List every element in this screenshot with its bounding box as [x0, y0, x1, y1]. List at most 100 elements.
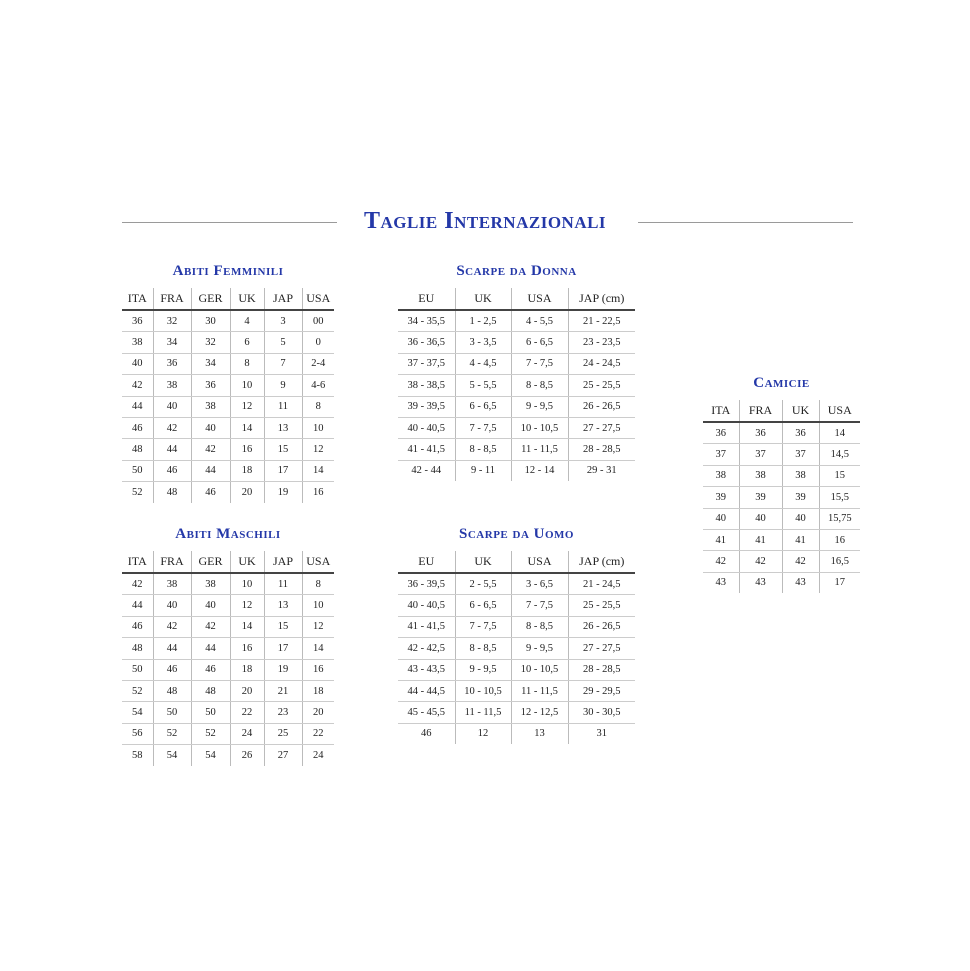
table-cell: 36 [738, 422, 782, 445]
table-cell: 15 [263, 438, 302, 461]
table-cell: 18 [229, 460, 264, 483]
size-table: EU UK USA JAP (cm) 34 - 35,5 1 - 2,5 4 - 5,5 21… [398, 288, 635, 482]
table-row: 50 46 46 18 19 16 [122, 659, 334, 681]
table-row: 43 - 43,5 9 - 9,5 10 - 10,5 28 - 28,5 [398, 659, 635, 681]
table-cell: 10 [301, 417, 334, 440]
table-cell: 8 - 8,5 [454, 438, 511, 461]
table-cell: 13 [510, 723, 568, 745]
table-cell: 10 [301, 594, 334, 617]
table-row: 34 - 35,5 1 - 2,5 4 - 5,5 21 - 22,5 [398, 310, 635, 333]
column-header: USA [510, 288, 568, 311]
table-cell: 38 [152, 374, 191, 397]
table-row: 37 37 37 14,5 [703, 443, 860, 466]
table-cell: 7 - 7,5 [454, 616, 511, 639]
table-cell: 8 - 8,5 [510, 374, 568, 397]
table-cell: 36 - 36,5 [398, 331, 455, 354]
table-cell: 11 - 11,5 [454, 701, 511, 724]
table-cell: 52 [190, 723, 230, 746]
table-cell: 22 [301, 723, 334, 746]
table-row: 43 43 43 17 [703, 572, 860, 594]
table-cell: 20 [229, 481, 264, 503]
table-row: 38 - 38,5 5 - 5,5 8 - 8,5 25 - 25,5 [398, 374, 635, 397]
table-title: Scarpe da Uomo [459, 526, 574, 542]
table-cell: 37 [703, 443, 739, 466]
table-cell: 4 [229, 310, 264, 333]
table-cell: 50 [152, 701, 191, 724]
table-cell: 42 [152, 616, 191, 639]
table-cell: 41 [703, 529, 739, 552]
table-cell: 41 - 41,5 [398, 438, 455, 461]
table-cell: 39 [703, 486, 739, 509]
table-cell: 40 [190, 417, 230, 440]
table-cell: 10 - 10,5 [510, 659, 568, 681]
column-header: FRA [738, 400, 782, 423]
header-row: ITA FRA UK USA [703, 400, 860, 423]
table-cell: 38 [703, 465, 739, 488]
table-row: 37 - 37,5 4 - 4,5 7 - 7,5 24 - 24,5 [398, 353, 635, 376]
table-cell: 11 [263, 573, 302, 596]
table-cell: 42 [122, 573, 153, 596]
table-cell: 6 [229, 331, 264, 354]
table-cell: 6 - 6,5 [510, 331, 568, 354]
table-cell: 44 - 44,5 [398, 680, 455, 703]
table-cell: 25 - 25,5 [567, 594, 635, 617]
table-row: 40 - 40,5 7 - 7,5 10 - 10,5 27 - 27,5 [398, 417, 635, 440]
table-cell: 38 [781, 465, 819, 488]
table-cell: 38 [190, 396, 230, 418]
table-cell: 34 - 35,5 [398, 310, 455, 333]
table-cell: 12 [301, 438, 334, 461]
table-cell: 11 - 11,5 [510, 438, 568, 461]
table-row: 48 44 42 16 15 12 [122, 438, 334, 461]
table-row: 48 44 44 16 17 14 [122, 637, 334, 660]
column-header: EU [398, 288, 455, 311]
header-row: ITA FRA GER UK JAP USA [122, 288, 334, 311]
table-cell: 9 - 9,5 [510, 396, 568, 418]
table-cell: 44 [152, 438, 191, 461]
table-cell: 46 [190, 659, 230, 681]
table-cell: 23 - 23,5 [567, 331, 635, 354]
table-cell: 29 - 29,5 [567, 680, 635, 703]
table-row: 38 34 32 6 5 0 [122, 331, 334, 354]
table-cell: 40 [122, 353, 153, 376]
size-table: ITA FRA GER UK JAP USA 42 38 38 10 11 8 44 40 40 12 13 10… [122, 551, 334, 766]
table-row: 42 38 38 10 11 8 [122, 573, 334, 596]
table-cell: 4 - 4,5 [454, 353, 511, 376]
table-cell: 7 - 7,5 [454, 417, 511, 440]
table-cell: 15 [263, 616, 302, 639]
table-cell: 10 [229, 573, 264, 596]
column-header: UK [229, 551, 264, 574]
table-cell: 28 - 28,5 [567, 659, 635, 681]
table-cell: 50 [190, 701, 230, 724]
table-cell: 48 [122, 438, 153, 461]
column-header: USA [301, 288, 334, 311]
column-header: ITA [122, 551, 153, 574]
table-row: 36 - 36,5 3 - 3,5 6 - 6,5 23 - 23,5 [398, 331, 635, 354]
table-cell: 4 - 5,5 [510, 310, 568, 333]
column-header: JAP (cm) [567, 288, 635, 311]
table-cell: 44 [152, 637, 191, 660]
table-row: 39 39 39 15,5 [703, 486, 860, 509]
table-cell: 14 [818, 422, 860, 445]
table-cell: 44 [190, 460, 230, 483]
table-cell: 36 [122, 310, 153, 333]
table-cell: 52 [122, 680, 153, 703]
table-cell: 37 [738, 443, 782, 466]
table-cell: 42 [738, 550, 782, 573]
table-cell: 20 [229, 680, 264, 703]
table-cell: 42 [781, 550, 819, 573]
table-cell: 42 [152, 417, 191, 440]
table-cell: 50 [122, 659, 153, 681]
section-abiti-femminili: Abiti Femminili ITA FRA GER UK JAP USA 36 32 30 4 3… [122, 263, 334, 503]
table-row: 56 52 52 24 25 22 [122, 723, 334, 746]
table-row: 40 - 40,5 6 - 6,5 7 - 7,5 25 - 25,5 [398, 594, 635, 617]
table-cell: 5 - 5,5 [454, 374, 511, 397]
table-row: 44 40 40 12 13 10 [122, 594, 334, 617]
table-cell: 11 - 11,5 [510, 680, 568, 703]
table-cell: 8 [301, 573, 334, 596]
section-scarpe-donna: Scarpe da Donna EU UK USA JAP (cm) 34 - 35,5 1… [398, 263, 635, 482]
table-cell: 9 - 11 [454, 460, 511, 482]
table-cell: 40 - 40,5 [398, 594, 455, 617]
table-row: 52 48 48 20 21 18 [122, 680, 334, 703]
table-row: 45 - 45,5 11 - 11,5 12 - 12,5 30 - 30,5 [398, 701, 635, 724]
